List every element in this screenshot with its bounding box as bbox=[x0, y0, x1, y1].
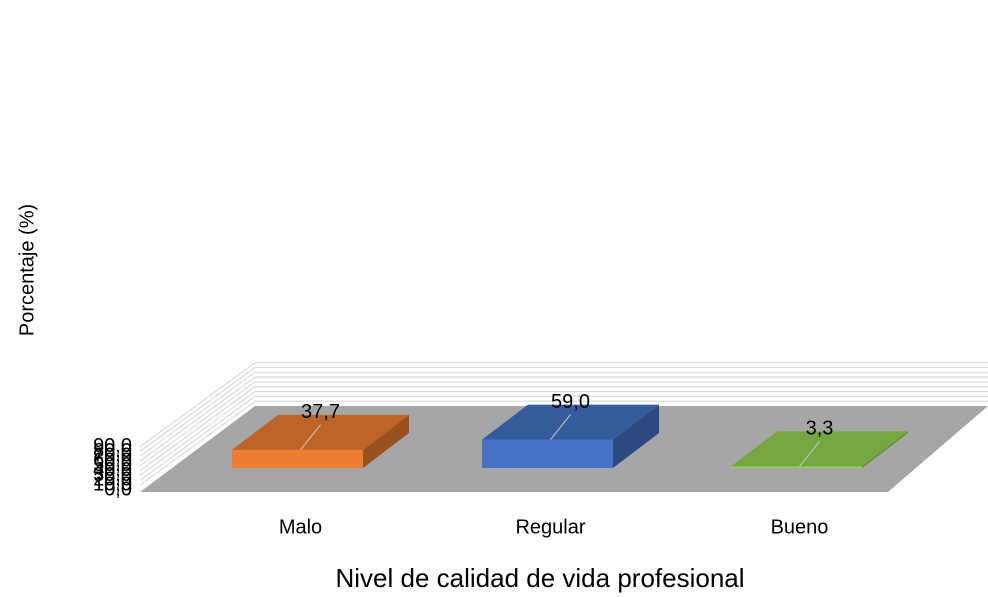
grid-line bbox=[139, 400, 988, 486]
grid-line bbox=[139, 386, 988, 472]
y-tick-label: 50,0 bbox=[93, 454, 132, 476]
grid-line bbox=[139, 371, 988, 457]
bar-front bbox=[731, 466, 862, 468]
data-label: 59,0 bbox=[551, 391, 590, 413]
data-label: 3,3 bbox=[806, 418, 834, 440]
x-tick-label: Bueno bbox=[771, 516, 829, 538]
grid-line bbox=[139, 395, 988, 481]
y-tick-label: 60,0 bbox=[93, 449, 132, 471]
bar-side bbox=[363, 414, 409, 468]
bar-top bbox=[232, 414, 409, 450]
x-tick-label: Malo bbox=[279, 516, 322, 538]
grid-line bbox=[139, 366, 988, 452]
grid-line bbox=[139, 376, 988, 462]
bar-top bbox=[482, 404, 659, 440]
bar-top bbox=[731, 431, 908, 467]
y-tick-label: 10,0 bbox=[93, 473, 132, 495]
grid-line bbox=[139, 362, 988, 448]
bar-side bbox=[613, 404, 659, 468]
grid-line bbox=[139, 390, 988, 477]
grid-line bbox=[139, 381, 988, 467]
data-label: 37,7 bbox=[301, 401, 340, 423]
leader-line bbox=[300, 424, 321, 451]
y-tick-label: 70,0 bbox=[93, 445, 132, 467]
leader-line bbox=[799, 441, 820, 467]
bar-side bbox=[862, 431, 908, 468]
y-tick-label: 30,0 bbox=[93, 464, 132, 486]
y-tick-label: 90,0 bbox=[93, 435, 132, 457]
y-tick-label: 0,0 bbox=[104, 478, 132, 500]
x-axis-title: Nivel de calidad de vida profesional bbox=[335, 563, 744, 593]
bar-front bbox=[482, 439, 613, 468]
y-axis-title: Porcentaje (%) bbox=[16, 204, 38, 336]
bar-front bbox=[232, 449, 363, 468]
y-tick-label: 80,0 bbox=[93, 440, 132, 462]
y-tick-label: 40,0 bbox=[93, 459, 132, 481]
y-tick-label: 20,0 bbox=[93, 469, 132, 491]
x-tick-label: Regular bbox=[515, 516, 585, 538]
leader-line bbox=[550, 414, 571, 440]
